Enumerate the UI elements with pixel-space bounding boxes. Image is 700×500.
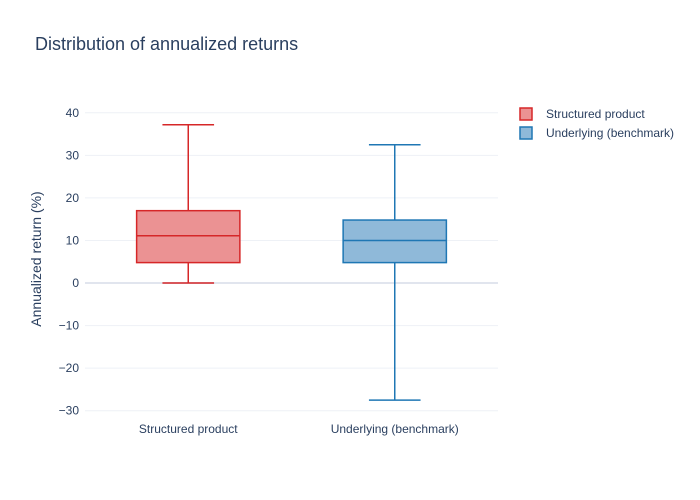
legend-label: Underlying (benchmark) — [546, 126, 674, 140]
y-tick-label: 0 — [72, 276, 79, 290]
y-tick-label: 30 — [66, 148, 80, 162]
box-2[interactable] — [342, 143, 448, 401]
y-tick-label: 20 — [66, 191, 80, 205]
x-tick-label: Underlying (benchmark) — [331, 422, 459, 436]
chart-title: Distribution of annualized returns — [35, 34, 298, 54]
legend-item-2[interactable]: Underlying (benchmark) — [519, 126, 674, 140]
box-series — [135, 123, 448, 401]
box-1[interactable] — [135, 123, 241, 284]
y-tick-label: 40 — [66, 106, 80, 120]
y-tick-label: −30 — [59, 404, 80, 418]
y-axis-ticks: 40 30 20 10 0 −10 −20 −30 — [59, 106, 80, 418]
legend-swatch — [519, 126, 533, 140]
legend-item-1[interactable]: Structured product — [519, 107, 645, 121]
y-axis-label: Annualized return (%) — [28, 191, 44, 326]
x-tick-label: Structured product — [139, 422, 238, 436]
iqr-box — [342, 219, 448, 264]
y-tick-label: 10 — [66, 233, 80, 247]
legend-label: Structured product — [546, 107, 645, 121]
y-tick-label: −10 — [59, 319, 80, 333]
x-axis-ticks: Structured product Underlying (benchmark) — [139, 422, 459, 436]
legend[interactable]: Structured product Underlying (benchmark) — [519, 107, 674, 140]
y-tick-label: −20 — [59, 361, 80, 375]
legend-swatch — [519, 107, 533, 121]
iqr-box — [135, 209, 241, 264]
